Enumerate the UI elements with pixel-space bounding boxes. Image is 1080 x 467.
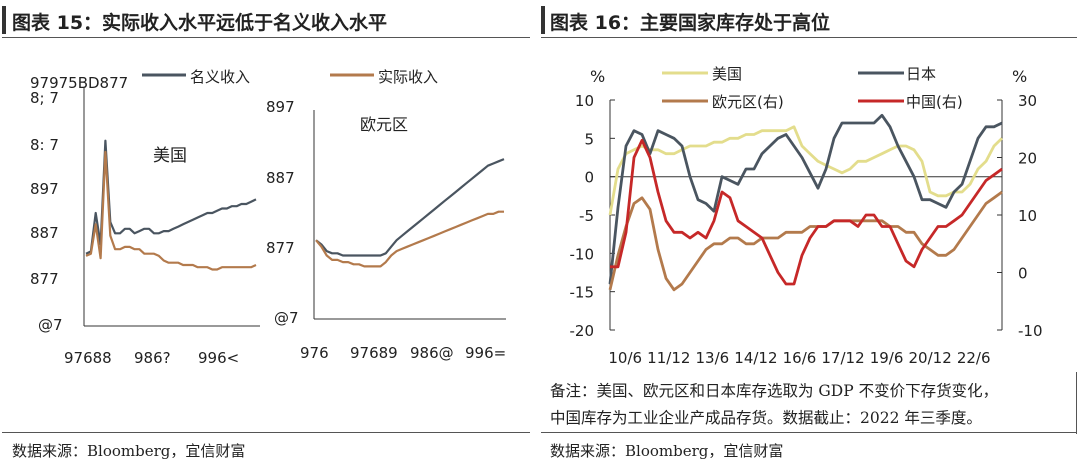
series-line-us	[608, 125, 1003, 216]
left-title-bar	[2, 6, 6, 34]
series-line-nominal	[85, 139, 257, 255]
right-title-bar	[541, 6, 545, 34]
us-ytick: @7	[38, 316, 63, 334]
x-tick-label: 19/6	[870, 349, 904, 367]
legend-label-euro: 欧元区(右)	[712, 93, 784, 111]
x-tick-label: 14/12	[734, 349, 777, 367]
x-tick-label: 17/12	[821, 349, 864, 367]
right-note-border	[1076, 372, 1077, 434]
x-tick-label: 13/6	[696, 349, 730, 367]
right-ytick: 30	[1018, 92, 1037, 110]
right-ytick: 0	[1018, 265, 1028, 283]
legend-label-us: 美国	[712, 65, 742, 83]
us-subchart: 97975BD877 8; 7 8: 7 897 887 877 @7 美国 9…	[30, 74, 260, 367]
right-chart: % % 美国 日本 欧元区(右) 中国(右) 10 5 0 -5 -10 -15 -20 30…	[570, 65, 1043, 367]
left-source-rule	[2, 432, 530, 433]
euro-label: 欧元区	[360, 115, 408, 134]
series-line-real	[315, 210, 504, 268]
x-tick-label: 10/6	[608, 349, 642, 367]
left-source: 数据来源：Bloomberg，宜信财富	[12, 442, 246, 460]
us-ytick: 8; 7	[30, 89, 59, 107]
us-xtick: 986?	[134, 349, 171, 367]
note-line-2: 中国库存为工业企业产成品存货。数据截止：2022 年三季度。	[550, 409, 982, 427]
note-line-1: 备注：美国、欧元区和日本库存选取为 GDP 不变价下存货变化，	[550, 382, 999, 400]
legend-label-nominal: 名义收入	[190, 68, 250, 86]
x-tick-label: 16/6	[783, 349, 817, 367]
left-ytick: 0	[584, 169, 594, 187]
right-panel-title: 图表 16：主要国家库存处于高位	[550, 12, 831, 34]
euro-xtick: 97689	[350, 344, 398, 362]
left-ytick: 10	[575, 92, 594, 110]
left-ytick: -20	[570, 322, 595, 340]
right-ytick: 10	[1018, 207, 1037, 225]
series-line-nominal	[315, 158, 505, 257]
series-line-japan	[608, 113, 1003, 285]
euro-xtick: 976	[300, 344, 329, 362]
left-chart: 名义收入 实际收入 97975BD877 8; 7 8: 7 897 887 8…	[30, 68, 506, 367]
right-ytick: 20	[1018, 150, 1037, 168]
us-xtick: 996<	[198, 349, 239, 367]
left-title-rule	[2, 37, 530, 38]
euro-ytick: 897	[266, 98, 295, 116]
euro-subchart: 897 887 877 @7 欧元区 976 97689 986@ 996=	[266, 98, 506, 362]
left-unit: %	[590, 67, 605, 86]
x-tick-label: 20/12	[909, 349, 952, 367]
series-line-real	[85, 150, 257, 271]
left-ytick: -10	[570, 245, 595, 263]
x-tick-label: 11/12	[647, 349, 690, 367]
left-panel-title: 图表 15：实际收入水平远低于名义收入水平	[12, 12, 388, 34]
left-ytick: -15	[570, 284, 595, 302]
euro-ytick: @7	[274, 309, 299, 327]
right-ytick: -10	[1018, 322, 1043, 340]
legend-label-real: 实际收入	[378, 68, 438, 86]
right-source-rule	[541, 432, 1077, 433]
euro-xtick: 996=	[465, 344, 506, 362]
legend-label-japan: 日本	[906, 65, 936, 83]
series-line-china	[610, 138, 1003, 286]
euro-xtick: 986@	[410, 344, 454, 362]
right-unit: %	[1012, 67, 1027, 86]
legend-label-china: 中国(右)	[906, 93, 963, 111]
us-ytick: 8: 7	[30, 136, 59, 154]
us-label: 美国	[153, 146, 187, 166]
right-title-rule	[541, 37, 1077, 38]
x-tick-label: 22/6	[957, 349, 991, 367]
left-ytick: 5	[584, 130, 594, 148]
us-ytick: 97975BD877	[30, 74, 128, 92]
euro-ytick: 877	[266, 239, 295, 257]
us-ytick: 887	[30, 224, 59, 242]
left-ytick: -5	[579, 207, 594, 225]
series-line-euro	[608, 190, 1003, 292]
us-xtick: 97688	[64, 349, 112, 367]
euro-ytick: 887	[266, 169, 295, 187]
us-ytick: 897	[30, 180, 59, 198]
right-source: 数据来源：Bloomberg，宜信财富	[550, 442, 784, 460]
us-ytick: 877	[30, 270, 59, 288]
